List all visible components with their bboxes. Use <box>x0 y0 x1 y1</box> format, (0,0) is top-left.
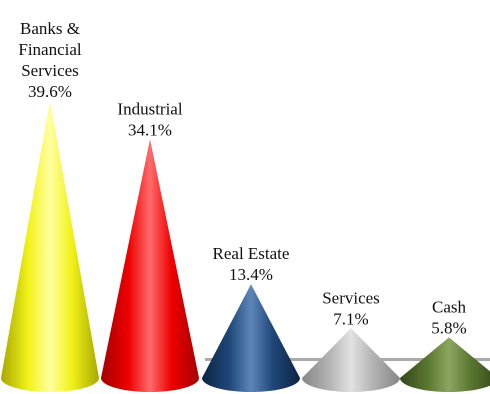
value-label: 39.6% <box>28 82 72 101</box>
value-label: 5.8% <box>431 318 466 337</box>
cone-body <box>400 337 490 392</box>
cone-banks-and-financial-services <box>1 100 99 393</box>
data-labels: Banks & Financial Services 39.6% Industrial 3… <box>18 19 466 338</box>
cone-real-estate <box>202 284 300 392</box>
value-label: 13.4% <box>229 265 273 284</box>
category-label: Industrial <box>117 99 182 118</box>
cone-body <box>101 139 199 392</box>
cone-industrial <box>101 139 199 392</box>
cone-services <box>302 328 400 392</box>
cone-body <box>302 328 400 392</box>
cone-body <box>202 284 300 392</box>
value-label: 34.1% <box>128 120 172 139</box>
category-label: Cash <box>432 297 467 316</box>
cone-series <box>1 100 490 393</box>
category-label: Financial <box>18 40 82 59</box>
category-label: Real Estate <box>213 244 290 263</box>
category-label: Services <box>21 61 79 80</box>
category-label: Services <box>322 288 380 307</box>
value-label: 7.1% <box>333 309 368 328</box>
cone-body <box>1 100 99 393</box>
category-label: Banks & <box>20 19 80 38</box>
cone-cash <box>400 337 490 392</box>
